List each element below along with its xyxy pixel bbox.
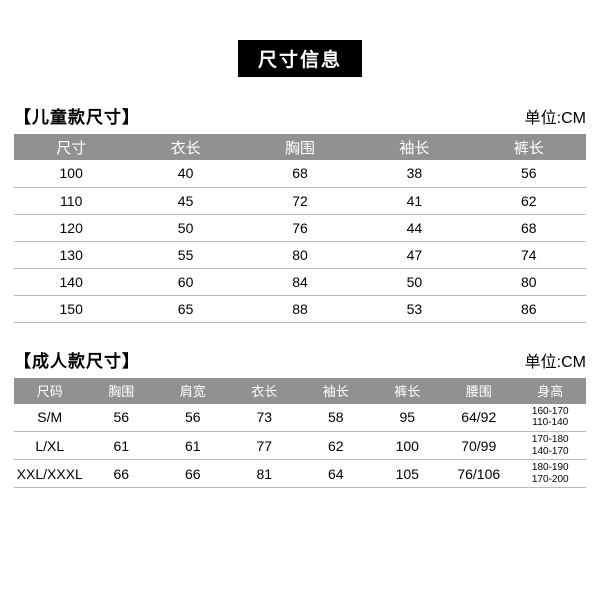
children-col-3: 袖长	[357, 134, 471, 160]
adult-col-5: 裤长	[372, 378, 444, 404]
main-title-wrap: 尺寸信息	[14, 40, 586, 77]
children-col-1: 衣长	[128, 134, 242, 160]
table-row: 15065885386	[14, 295, 586, 322]
children-col-2: 胸围	[243, 134, 357, 160]
table-row: XXL/XXXL6666816410576/106180-190170-200	[14, 460, 586, 488]
adult-cell-2-4: 64	[300, 460, 372, 488]
children-cell-1-4: 62	[472, 187, 586, 214]
adult-col-3: 衣长	[229, 378, 301, 404]
children-cell-4-4: 80	[472, 268, 586, 295]
children-cell-3-1: 55	[128, 241, 242, 268]
children-cell-5-1: 65	[128, 295, 242, 322]
children-cell-2-1: 50	[128, 214, 242, 241]
adult-height-1: 170-180140-170	[515, 432, 587, 460]
children-cell-2-4: 68	[472, 214, 586, 241]
table-row: 13055804774	[14, 241, 586, 268]
children-cell-0-2: 68	[243, 160, 357, 187]
adult-cell-2-6: 76/106	[443, 460, 515, 488]
children-cell-4-3: 50	[357, 268, 471, 295]
adult-cell-1-3: 77	[229, 432, 301, 460]
children-cell-3-3: 47	[357, 241, 471, 268]
children-title: 【儿童款尺寸】	[14, 103, 140, 128]
adult-cell-2-2: 66	[157, 460, 229, 488]
children-cell-5-4: 86	[472, 295, 586, 322]
children-cell-4-0: 140	[14, 268, 128, 295]
table-row: 11045724162	[14, 187, 586, 214]
table-row: S/M565673589564/92160-170110-140	[14, 404, 586, 432]
children-cell-0-1: 40	[128, 160, 242, 187]
table-row: 14060845080	[14, 268, 586, 295]
adult-col-7: 身高	[515, 378, 587, 404]
adult-cell-2-5: 105	[372, 460, 444, 488]
adult-cell-1-4: 62	[300, 432, 372, 460]
table-row: 10040683856	[14, 160, 586, 187]
adult-cell-2-1: 66	[86, 460, 158, 488]
children-cell-3-2: 80	[243, 241, 357, 268]
adult-cell-1-2: 61	[157, 432, 229, 460]
adult-col-1: 胸围	[86, 378, 158, 404]
children-cell-3-0: 130	[14, 241, 128, 268]
children-col-0: 尺寸	[14, 134, 128, 160]
children-section-head: 【儿童款尺寸】 单位:CM	[14, 103, 586, 128]
children-unit: 单位:CM	[525, 104, 586, 128]
adult-cell-1-0: L/XL	[14, 432, 86, 460]
adult-cell-0-4: 58	[300, 404, 372, 432]
adult-cell-0-3: 73	[229, 404, 301, 432]
adult-cell-2-0: XXL/XXXL	[14, 460, 86, 488]
children-col-4: 裤长	[472, 134, 586, 160]
adult-table: 尺码胸围肩宽衣长袖长裤长腰围身高 S/M565673589564/92160-1…	[14, 378, 586, 489]
children-cell-1-2: 72	[243, 187, 357, 214]
children-cell-2-0: 120	[14, 214, 128, 241]
adult-cell-0-6: 64/92	[443, 404, 515, 432]
adult-cell-0-1: 56	[86, 404, 158, 432]
children-cell-0-4: 56	[472, 160, 586, 187]
adult-height-2: 180-190170-200	[515, 460, 587, 488]
main-title: 尺寸信息	[238, 40, 362, 77]
children-cell-3-4: 74	[472, 241, 586, 268]
children-table: 尺寸衣长胸围袖长裤长 10040683856110457241621205076…	[14, 134, 586, 323]
children-cell-5-2: 88	[243, 295, 357, 322]
children-cell-1-1: 45	[128, 187, 242, 214]
adult-cell-0-0: S/M	[14, 404, 86, 432]
adult-cell-0-2: 56	[157, 404, 229, 432]
adult-unit: 单位:CM	[525, 348, 586, 372]
children-cell-0-0: 100	[14, 160, 128, 187]
children-cell-2-2: 76	[243, 214, 357, 241]
adult-title: 【成人款尺寸】	[14, 347, 140, 372]
adult-col-4: 袖长	[300, 378, 372, 404]
adult-cell-2-3: 81	[229, 460, 301, 488]
children-cell-5-0: 150	[14, 295, 128, 322]
table-row: L/XL6161776210070/99170-180140-170	[14, 432, 586, 460]
adult-cell-1-6: 70/99	[443, 432, 515, 460]
children-cell-1-0: 110	[14, 187, 128, 214]
adult-section-head: 【成人款尺寸】 单位:CM	[14, 347, 586, 372]
adult-col-6: 腰围	[443, 378, 515, 404]
children-cell-4-2: 84	[243, 268, 357, 295]
children-cell-4-1: 60	[128, 268, 242, 295]
adult-cell-1-5: 100	[372, 432, 444, 460]
children-cell-1-3: 41	[357, 187, 471, 214]
adult-cell-1-1: 61	[86, 432, 158, 460]
table-row: 12050764468	[14, 214, 586, 241]
children-cell-5-3: 53	[357, 295, 471, 322]
adult-cell-0-5: 95	[372, 404, 444, 432]
children-cell-2-3: 44	[357, 214, 471, 241]
adult-col-0: 尺码	[14, 378, 86, 404]
children-cell-0-3: 38	[357, 160, 471, 187]
adult-height-0: 160-170110-140	[515, 404, 587, 432]
adult-col-2: 肩宽	[157, 378, 229, 404]
